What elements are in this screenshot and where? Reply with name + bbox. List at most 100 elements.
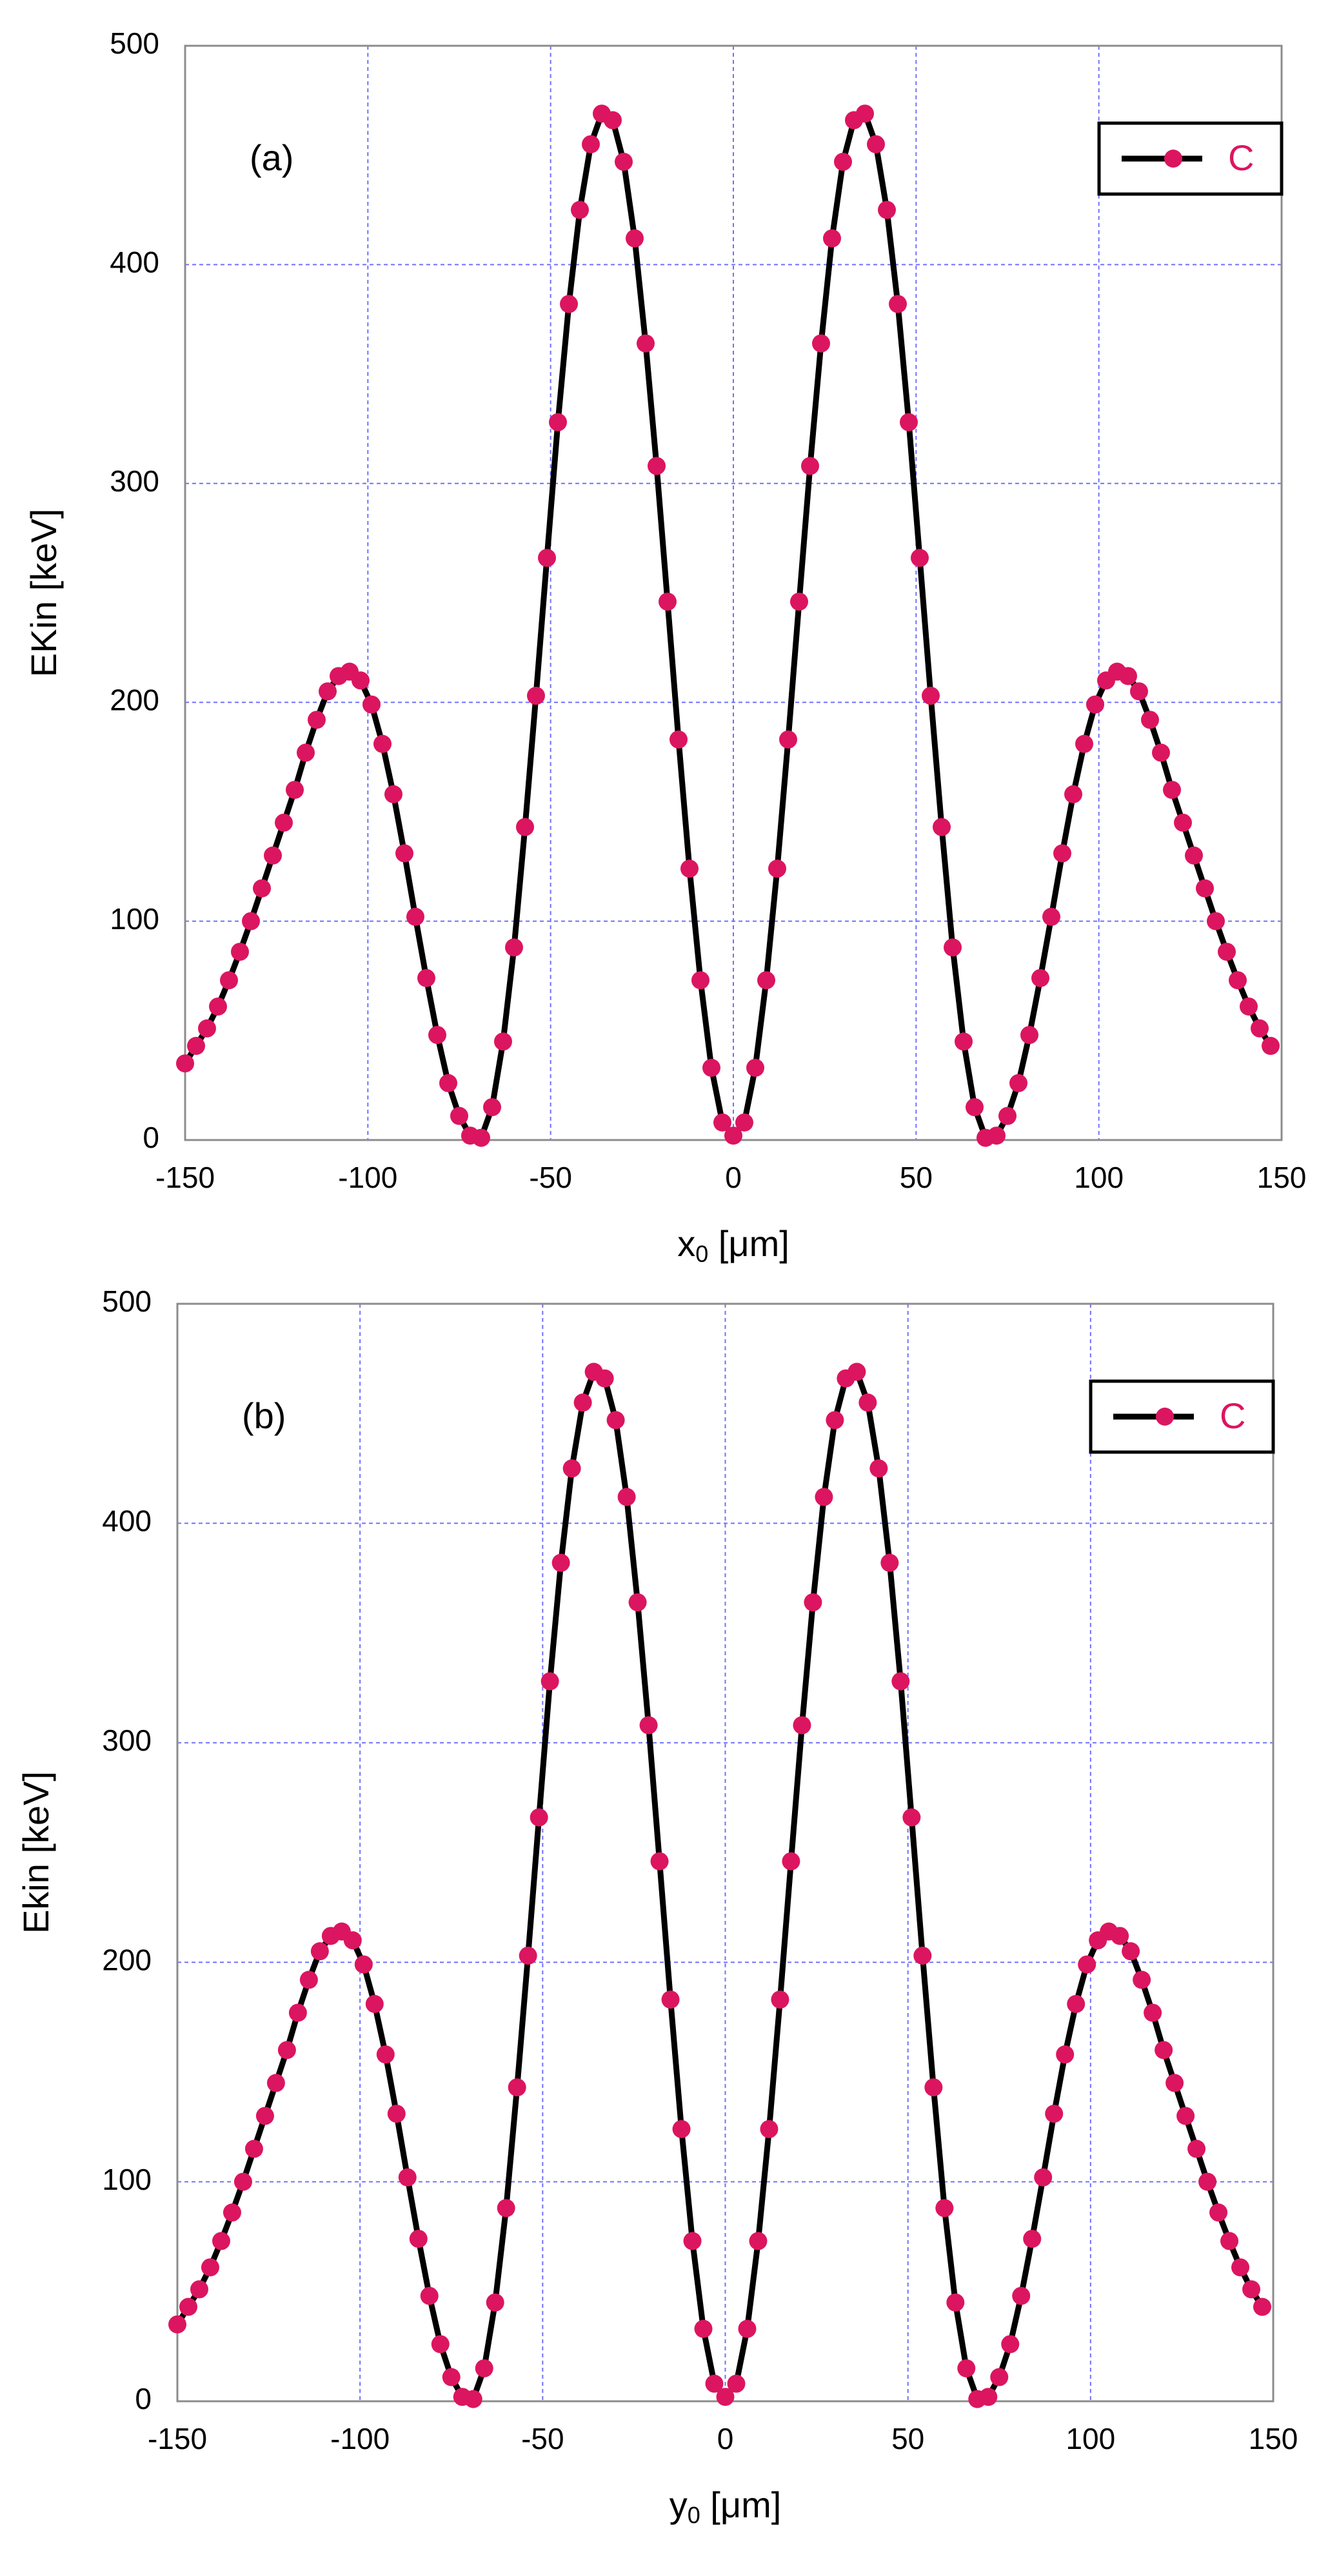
data-point bbox=[856, 104, 874, 123]
data-point bbox=[1251, 1019, 1269, 1037]
data-point bbox=[672, 2119, 691, 2138]
data-point bbox=[343, 1931, 362, 1950]
data-point bbox=[691, 971, 709, 990]
data-point bbox=[1207, 912, 1225, 930]
data-point bbox=[867, 135, 885, 153]
x-tick-label: 0 bbox=[725, 1161, 742, 1194]
data-point bbox=[253, 879, 271, 898]
y-tick-label: 400 bbox=[102, 1504, 152, 1538]
x-tick-label: 0 bbox=[717, 2422, 734, 2455]
data-point bbox=[834, 152, 852, 171]
y-axis-title: Ekin [keV] bbox=[15, 1771, 56, 1934]
data-point bbox=[724, 1126, 742, 1145]
data-point bbox=[1165, 2074, 1184, 2092]
data-point bbox=[924, 2078, 943, 2097]
data-point bbox=[757, 971, 775, 990]
data-point bbox=[826, 1411, 844, 1430]
x-tick-label: -150 bbox=[155, 1161, 215, 1194]
data-point bbox=[1031, 968, 1049, 987]
x-axis-title-rest: [μm] bbox=[708, 1223, 789, 1264]
data-point bbox=[639, 1716, 658, 1735]
data-point bbox=[244, 2139, 263, 2158]
data-point bbox=[779, 730, 797, 749]
data-point bbox=[869, 1459, 888, 1478]
data-point bbox=[615, 152, 633, 171]
y-tick-label: 500 bbox=[110, 26, 159, 60]
y-tick-label: 300 bbox=[110, 464, 159, 498]
x-axis-title-sub: 0 bbox=[688, 2502, 700, 2528]
data-point bbox=[771, 1991, 789, 2009]
data-point bbox=[373, 734, 392, 753]
data-point bbox=[231, 943, 249, 961]
data-point bbox=[286, 780, 304, 799]
data-point bbox=[354, 1955, 373, 1974]
data-point bbox=[198, 1019, 216, 1037]
data-point bbox=[760, 2119, 779, 2138]
data-point bbox=[1198, 2172, 1217, 2191]
data-point bbox=[880, 1553, 899, 1572]
x-axis-title: x0 [μm] bbox=[677, 1223, 789, 1267]
data-point bbox=[365, 1994, 384, 2013]
data-point bbox=[782, 1852, 800, 1871]
data-point bbox=[483, 1098, 501, 1117]
data-point bbox=[560, 295, 578, 313]
x-axis-title-rest: [μm] bbox=[700, 2484, 782, 2525]
data-point bbox=[1141, 711, 1159, 729]
legend-label: C bbox=[1220, 1395, 1245, 1436]
data-point bbox=[987, 1126, 1006, 1145]
data-point bbox=[431, 2335, 450, 2354]
data-point bbox=[922, 687, 940, 705]
data-point bbox=[475, 2359, 493, 2377]
data-point bbox=[508, 2078, 526, 2097]
data-point bbox=[628, 1593, 647, 1611]
data-point bbox=[1053, 844, 1071, 863]
data-point bbox=[1023, 2230, 1042, 2248]
data-point bbox=[233, 2172, 252, 2191]
data-point bbox=[768, 860, 786, 878]
data-point bbox=[637, 334, 655, 353]
data-point bbox=[902, 1808, 921, 1827]
data-point bbox=[913, 1946, 932, 1965]
data-point bbox=[562, 1459, 581, 1478]
data-point bbox=[190, 2280, 208, 2299]
data-point bbox=[670, 730, 688, 749]
y-axis-title: EKin [keV] bbox=[23, 509, 64, 677]
data-point bbox=[889, 295, 907, 313]
data-point bbox=[428, 1026, 446, 1045]
data-point bbox=[812, 334, 830, 353]
data-point bbox=[1174, 813, 1192, 832]
data-point bbox=[1056, 2045, 1075, 2064]
x-tick-label: -150 bbox=[148, 2422, 207, 2455]
legend-marker bbox=[1156, 1408, 1174, 1426]
y-tick-label: 0 bbox=[135, 2382, 152, 2415]
data-point bbox=[793, 1716, 811, 1735]
x-tick-label: -50 bbox=[529, 1161, 571, 1194]
x-axis-title-sub: 0 bbox=[695, 1241, 708, 1267]
x-axis-title-base: x bbox=[677, 1223, 695, 1264]
x-tick-label: 50 bbox=[891, 2422, 924, 2455]
y-tick-label: 400 bbox=[110, 246, 159, 279]
data-point bbox=[439, 1074, 457, 1092]
data-point bbox=[1009, 1074, 1027, 1092]
data-point bbox=[1196, 879, 1214, 898]
data-point bbox=[505, 938, 523, 957]
data-point bbox=[450, 1106, 468, 1125]
y-tick-label: 300 bbox=[102, 1724, 152, 1757]
data-point bbox=[527, 687, 545, 705]
data-point bbox=[299, 1971, 318, 1989]
data-point bbox=[1163, 780, 1181, 799]
data-point bbox=[1045, 2105, 1064, 2123]
data-point bbox=[617, 1488, 636, 1506]
data-point bbox=[308, 711, 326, 729]
data-point bbox=[595, 1369, 614, 1388]
data-point bbox=[1218, 943, 1236, 961]
data-point bbox=[497, 2199, 515, 2217]
data-point bbox=[661, 1991, 680, 2009]
data-point bbox=[1229, 971, 1247, 990]
data-point bbox=[998, 1106, 1017, 1125]
data-point bbox=[1075, 734, 1093, 753]
x-tick-label: 100 bbox=[1074, 1161, 1124, 1194]
x-tick-label: 150 bbox=[1257, 1161, 1307, 1194]
panel-label: (a) bbox=[250, 137, 293, 178]
data-point bbox=[1122, 1942, 1140, 1961]
